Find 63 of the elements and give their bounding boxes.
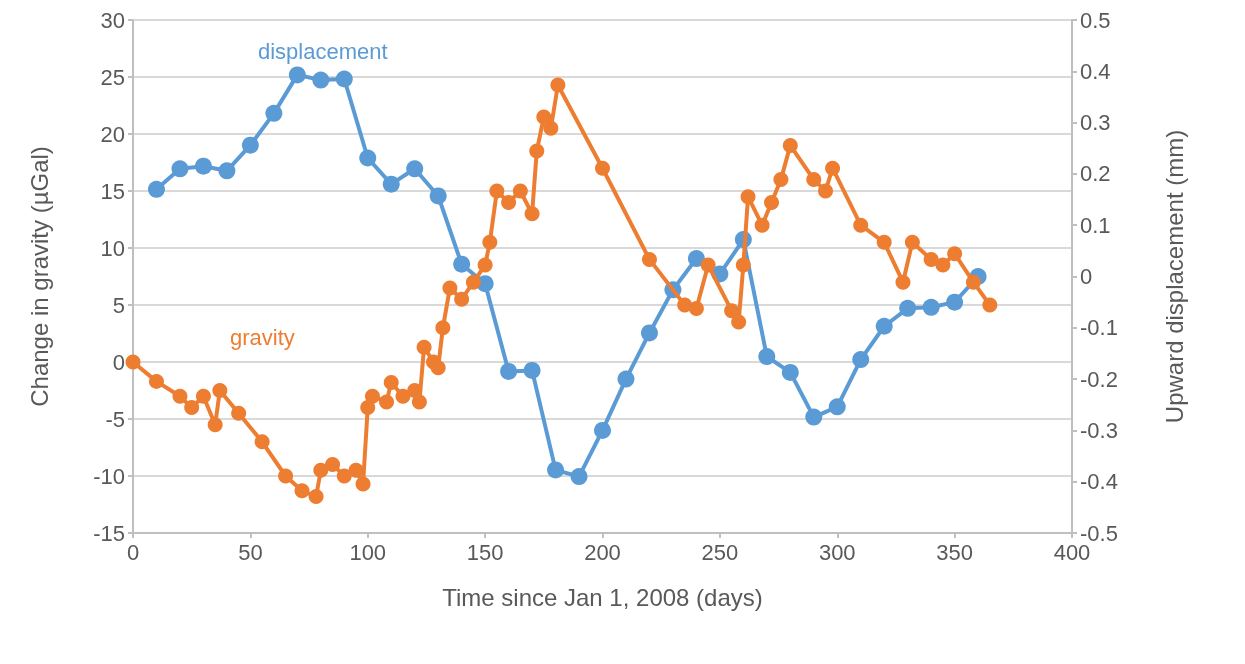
point [852, 351, 870, 369]
y-tick-label: 30 [100, 7, 125, 33]
y-tick-label: 0 [112, 349, 125, 375]
x-tick-label: 150 [466, 539, 504, 565]
y2-axis-title: Upward displacement (mm) [1160, 129, 1188, 424]
point [406, 160, 424, 178]
point [241, 136, 259, 154]
point [946, 293, 964, 311]
point [828, 398, 846, 416]
x-tick-label: 200 [584, 539, 621, 565]
y2-tick-label: 0.3 [1080, 110, 1111, 136]
point [359, 149, 377, 167]
y2-tick-label: -0.1 [1080, 315, 1118, 341]
point [570, 468, 588, 486]
point [500, 362, 518, 380]
series-label: displacement [258, 38, 388, 64]
point [640, 324, 658, 342]
point [429, 187, 447, 205]
y-tick-label: 10 [100, 235, 125, 261]
point [875, 317, 893, 335]
point [805, 408, 823, 426]
y-tick-label: 25 [100, 64, 125, 90]
point [194, 157, 212, 175]
y-axis-title: Change in gravity (µGal) [25, 146, 53, 407]
y2-tick-label: -0.3 [1080, 417, 1118, 443]
point [781, 363, 799, 381]
y2-tick-label: 0.5 [1080, 7, 1111, 33]
point [453, 255, 471, 273]
point [523, 361, 541, 379]
y-tick-label: -15 [93, 520, 125, 546]
point [335, 70, 353, 88]
point [312, 71, 330, 89]
series-label: gravity [230, 324, 295, 350]
y-tick-label: 5 [112, 292, 125, 318]
y-tick-label: -10 [93, 463, 125, 489]
y2-tick-label: 0.2 [1080, 161, 1111, 187]
x-tick-label: 100 [349, 539, 387, 565]
y2-tick-label: -0.4 [1080, 469, 1118, 495]
y2-tick-label: 0 [1080, 264, 1093, 289]
point [382, 175, 400, 193]
x-tick-label: 350 [936, 539, 973, 565]
y-tick-label: 15 [100, 178, 125, 204]
x-axis-title: Time since Jan 1, 2008 (days) [442, 583, 763, 611]
point [617, 370, 635, 388]
x-tick-label: 300 [818, 539, 856, 565]
point [265, 104, 283, 122]
y2-tick-label: -0.2 [1080, 366, 1118, 392]
point [922, 298, 940, 316]
point [288, 66, 306, 84]
point [899, 299, 917, 317]
y-tick-label: 20 [100, 121, 125, 147]
y2-tick-label: 0.1 [1080, 212, 1111, 238]
x-tick-label: 250 [701, 539, 739, 565]
point [687, 250, 705, 268]
point [758, 348, 776, 366]
y-tick-label: -5 [105, 406, 125, 432]
y2-tick-label: 0.4 [1080, 58, 1111, 84]
x-tick-label: 50 [238, 539, 263, 565]
point [547, 461, 565, 479]
point [147, 180, 165, 198]
point [594, 421, 611, 439]
point [218, 162, 236, 180]
point [171, 160, 189, 178]
